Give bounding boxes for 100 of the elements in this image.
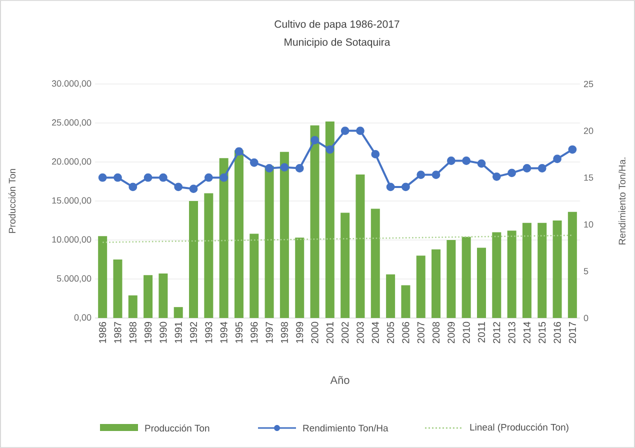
point xyxy=(492,172,501,181)
legend-label: Rendimiento Ton/Ha xyxy=(303,424,388,432)
point xyxy=(432,170,440,179)
point xyxy=(553,154,562,164)
x-tick-label: 2000 xyxy=(311,322,318,344)
x-tick-label: 1992 xyxy=(190,322,198,343)
bar xyxy=(98,236,108,318)
point xyxy=(326,145,334,154)
x-tick-label: 2003 xyxy=(356,322,364,344)
x-tick-label: 2017 xyxy=(568,322,576,344)
point xyxy=(402,182,410,192)
x-tick-label: 2016 xyxy=(554,322,561,344)
legend-label: Lineal (Producción Ton) xyxy=(470,424,568,432)
bar xyxy=(370,208,380,318)
point xyxy=(220,173,228,182)
x-tick-label: 1995 xyxy=(235,322,243,343)
point xyxy=(98,173,107,182)
bar xyxy=(416,256,426,318)
y-tick-label: 20.000,00 xyxy=(52,158,92,166)
x-axis-title: Año xyxy=(330,376,350,384)
bar xyxy=(219,158,228,318)
point xyxy=(538,164,546,172)
point xyxy=(234,147,244,156)
x-tick-label: 2013 xyxy=(508,322,516,344)
point xyxy=(310,136,319,144)
point xyxy=(568,145,577,154)
y2-tick-label: 15 xyxy=(584,174,594,181)
y2-tick-label: 10 xyxy=(584,221,594,228)
y2-tick-label: 20 xyxy=(584,128,594,134)
point xyxy=(356,126,364,135)
y2-tick-label: 5 xyxy=(584,268,588,274)
point xyxy=(204,173,213,182)
legend-label: Producción Ton xyxy=(145,424,210,432)
x-tick-label: 1988 xyxy=(129,322,136,343)
point xyxy=(280,163,289,172)
y-tick-label: 10.000,00 xyxy=(52,236,92,244)
x-tick-label: 1990 xyxy=(160,322,167,343)
bar xyxy=(401,285,410,318)
point xyxy=(174,182,183,192)
bar xyxy=(538,222,547,318)
bar xyxy=(189,201,198,318)
bar xyxy=(204,193,214,318)
point xyxy=(477,159,486,168)
point xyxy=(462,156,471,165)
x-tick-label: 2001 xyxy=(326,322,334,344)
point xyxy=(114,173,122,182)
x-tick-label: 1987 xyxy=(114,322,122,343)
bar xyxy=(325,121,334,318)
bar xyxy=(492,232,502,318)
bar xyxy=(476,248,486,318)
point xyxy=(295,164,304,172)
x-tick-label: 2005 xyxy=(387,322,394,344)
x-tick-label: 1994 xyxy=(220,322,228,343)
bar xyxy=(280,152,289,318)
bar xyxy=(507,230,516,318)
point xyxy=(159,173,168,182)
y2-axis-title: Rendimiento Ton/Ha. xyxy=(618,158,626,244)
x-tick-label: 2015 xyxy=(538,322,546,344)
bar xyxy=(128,295,138,318)
point xyxy=(446,156,456,165)
bar xyxy=(158,274,168,318)
x-tick-label: 2004 xyxy=(372,322,379,344)
x-tick-label: 2007 xyxy=(417,322,424,344)
y2-tick-label: 0 xyxy=(584,314,588,322)
x-tick-label: 2002 xyxy=(342,322,349,344)
point xyxy=(508,168,516,178)
point xyxy=(522,164,532,172)
x-tick-label: 2010 xyxy=(462,322,470,344)
bar xyxy=(432,249,441,318)
bar xyxy=(234,150,244,318)
bar xyxy=(340,212,350,318)
bar xyxy=(446,240,456,318)
y-tick-label: 30.000,00 xyxy=(52,80,92,88)
bar xyxy=(144,275,153,318)
y2-tick-label: 25 xyxy=(584,80,594,88)
point xyxy=(189,184,198,194)
bar xyxy=(522,222,532,318)
x-tick-label: 1999 xyxy=(296,322,304,343)
point xyxy=(144,173,152,182)
bar xyxy=(174,307,183,318)
y-tick-label: 25.000,00 xyxy=(52,119,92,127)
y-axis-title: Producción Ton xyxy=(8,168,16,233)
x-tick-label: 1986 xyxy=(99,322,106,343)
y-tick-label: 5.000,00 xyxy=(56,275,92,283)
point xyxy=(371,150,380,158)
x-tick-label: 1993 xyxy=(205,322,212,343)
bar xyxy=(386,274,396,318)
bar xyxy=(568,212,577,318)
y-tick-label: 0,00 xyxy=(74,314,92,322)
bar xyxy=(295,238,304,318)
x-tick-label: 2014 xyxy=(523,322,530,344)
point xyxy=(250,158,258,167)
point xyxy=(265,164,274,172)
point xyxy=(416,170,426,179)
bar xyxy=(462,236,471,318)
point xyxy=(386,182,395,192)
bar xyxy=(250,234,259,318)
x-tick-label: 1989 xyxy=(144,322,152,343)
point xyxy=(340,126,350,135)
x-tick-label: 1997 xyxy=(266,322,273,343)
